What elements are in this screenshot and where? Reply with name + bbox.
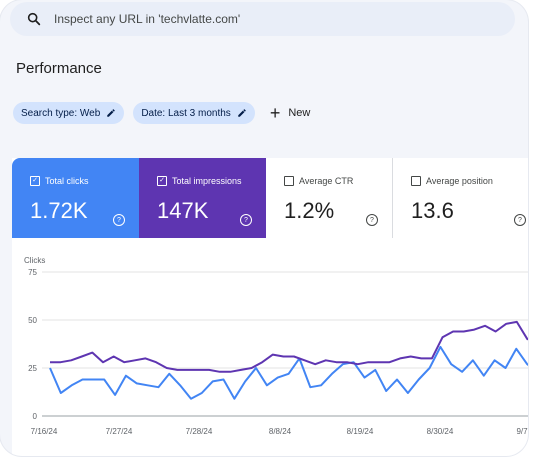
page-title: Performance (16, 60, 102, 77)
metric-value: 1.2% (284, 198, 335, 223)
metric-value: 13.6 (411, 198, 454, 223)
metric-card-average-position[interactable]: Average position 13.6 ? (393, 158, 528, 238)
metric-value: 1.72K (30, 198, 88, 223)
metric-card-total-impressions[interactable]: ✓ Total impressions 147K ? (139, 158, 266, 238)
metric-label: Total impressions (172, 176, 242, 186)
x-tick-label: 8/19/24 (347, 427, 374, 436)
new-filter-button[interactable]: + New (270, 104, 311, 122)
performance-line-chart[interactable]: Clicks 75 50 25 0 7/16/24 7/27/24 7/28/24 8/8/24… (12, 238, 528, 456)
metric-label: Average position (426, 176, 493, 186)
metric-card-total-clicks[interactable]: ✓ Total clicks 1.72K ? (12, 158, 139, 238)
metric-label: Total clicks (45, 176, 89, 186)
x-tick-label: 8/30/24 (427, 427, 454, 436)
y-tick-label: 0 (33, 412, 38, 421)
performance-chart-area: Clicks 75 50 25 0 7/16/24 7/27/24 7/28/24 8/8/24… (12, 238, 528, 456)
pencil-edit-icon[interactable] (237, 108, 247, 118)
metric-card-average-ctr[interactable]: Average CTR 1.2% ? (266, 158, 393, 238)
series-line-1 (50, 320, 528, 373)
y-tick-label: 50 (28, 316, 37, 325)
new-filter-label: New (288, 107, 311, 119)
pencil-edit-icon[interactable] (106, 108, 116, 118)
checkbox-checked-icon[interactable]: ✓ (157, 176, 167, 186)
performance-card: Performance Search type: Web Date: Last … (0, 0, 528, 456)
y-tick-label: 25 (28, 364, 37, 373)
x-tick-label: 8/8/24 (269, 427, 292, 436)
filter-bar: Search type: Web Date: Last 3 months + N… (13, 102, 310, 124)
checkbox-checked-icon[interactable]: ✓ (30, 176, 40, 186)
x-tick-label: 7/27/24 (106, 427, 133, 436)
series-line-0 (49, 345, 528, 400)
y-tick-label: 75 (28, 268, 37, 277)
help-icon[interactable]: ? (514, 214, 526, 226)
chip-label: Search type: Web (21, 107, 101, 119)
url-inspection-search-bar[interactable] (10, 2, 515, 36)
search-icon (27, 12, 41, 26)
metric-cards: ✓ Total clicks 1.72K ? ✓ Total impressio… (12, 158, 528, 238)
search-type-filter-chip[interactable]: Search type: Web (13, 102, 125, 124)
checkbox-unchecked-icon[interactable] (411, 176, 421, 186)
url-inspection-input[interactable] (52, 11, 476, 27)
date-range-filter-chip[interactable]: Date: Last 3 months (133, 102, 255, 124)
help-icon[interactable]: ? (113, 214, 125, 226)
y-axis-label: Clicks (24, 256, 45, 265)
checkbox-unchecked-icon[interactable] (284, 176, 294, 186)
chip-label: Date: Last 3 months (141, 107, 231, 119)
help-icon[interactable]: ? (366, 214, 378, 226)
plus-icon: + (269, 103, 281, 123)
help-icon[interactable]: ? (240, 214, 252, 226)
metric-value: 147K (157, 198, 209, 223)
x-tick-label: 7/16/24 (31, 427, 58, 436)
metric-label: Average CTR (299, 176, 354, 186)
x-tick-label: 9/7 (516, 427, 528, 436)
x-tick-label: 7/28/24 (186, 427, 213, 436)
